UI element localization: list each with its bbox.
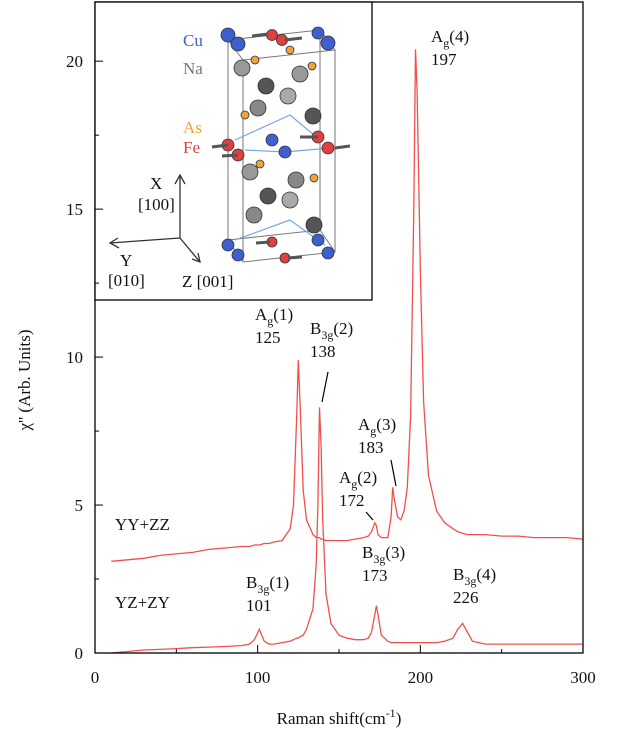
peak-label-symbol: A <box>339 468 352 487</box>
peak-shift: 183 <box>358 438 384 457</box>
peak-leader <box>322 372 328 402</box>
x-tick-label: 0 <box>91 668 100 687</box>
peak-label-mode: (1) <box>269 573 289 592</box>
peak-label: B3g(2) <box>310 319 353 342</box>
peak-label: B3g(4) <box>453 565 496 588</box>
peak-label: Ag(1) <box>255 305 293 328</box>
y-tick-label: 15 <box>66 200 83 219</box>
peak-label-mode: (2) <box>333 319 353 338</box>
peak-label-mode: (4) <box>476 565 496 584</box>
peak-shift: 101 <box>246 596 272 615</box>
y-tick-label: 10 <box>66 348 83 367</box>
axis-direction: [010] <box>108 271 145 290</box>
peak-label-symbol: B <box>362 543 373 562</box>
atom-label: Cu <box>183 31 203 50</box>
peak-label: B3g(1) <box>246 573 289 596</box>
chart: Cu Na As Fe X [100] Y [010] Z [001] 0100… <box>0 0 623 736</box>
axis-name: X <box>150 174 162 193</box>
peak-shift: 138 <box>310 342 336 361</box>
x-axis-label-sup: -1 <box>386 706 396 720</box>
peak-label-mode: (3) <box>376 415 396 434</box>
x-tick-label: 300 <box>570 668 596 687</box>
peak-label-sub: 3g <box>257 582 269 596</box>
peak-shift: 172 <box>339 491 365 510</box>
peak-leader <box>366 512 373 520</box>
peak-label-sub: 3g <box>464 574 476 588</box>
inset: Cu Na As Fe X [100] Y [010] Z [001] <box>95 2 372 300</box>
peak-label: Ag(4) <box>431 27 469 50</box>
peak-shift: 197 <box>431 50 457 69</box>
peak-label: Ag(3) <box>358 415 396 438</box>
peak-shift: 125 <box>255 328 281 347</box>
x-axis-label-end: ) <box>396 709 402 728</box>
peak-label-mode: (2) <box>357 468 377 487</box>
y-tick-label: 0 <box>75 644 84 663</box>
peak-label-symbol: A <box>358 415 371 434</box>
peak-label-symbol: A <box>431 27 444 46</box>
y-tick-label: 5 <box>75 496 84 515</box>
peak-label-mode: (3) <box>385 543 405 562</box>
x-axis-label-text: Raman shift(cm <box>277 709 386 728</box>
x-tick-label: 200 <box>408 668 434 687</box>
peak-label-symbol: A <box>255 305 268 324</box>
peak-shift: 226 <box>453 588 479 607</box>
peak-label-mode: (1) <box>273 305 293 324</box>
peak-label-sub: 3g <box>373 552 385 566</box>
peak-shift: 173 <box>362 566 388 585</box>
spectrum-line <box>111 407 583 653</box>
peak-label-sub: 3g <box>321 328 333 342</box>
peak-label: B3g(3) <box>362 543 405 566</box>
x-tick-label: 100 <box>245 668 271 687</box>
peak-leader <box>391 460 396 486</box>
peak-label-symbol: B <box>246 573 257 592</box>
series-label: YY+ZZ <box>115 515 170 534</box>
y-axis-label: χ'' (Arb. Units) <box>15 329 34 431</box>
peak-label-mode: (4) <box>449 27 469 46</box>
peak-label-symbol: B <box>310 319 321 338</box>
axis-name: Z [001] <box>182 272 233 291</box>
axis-direction: [100] <box>138 195 175 214</box>
axis-name: Y <box>120 251 132 270</box>
peak-label-symbol: B <box>453 565 464 584</box>
atom-label: As <box>183 118 202 137</box>
x-axis-label: Raman shift(cm-1) <box>277 706 402 728</box>
atom-label: Fe <box>183 138 200 157</box>
series-label: YZ+ZY <box>115 593 170 612</box>
y-tick-label: 20 <box>66 52 83 71</box>
peak-label: Ag(2) <box>339 468 377 491</box>
atom-label: Na <box>183 59 203 78</box>
